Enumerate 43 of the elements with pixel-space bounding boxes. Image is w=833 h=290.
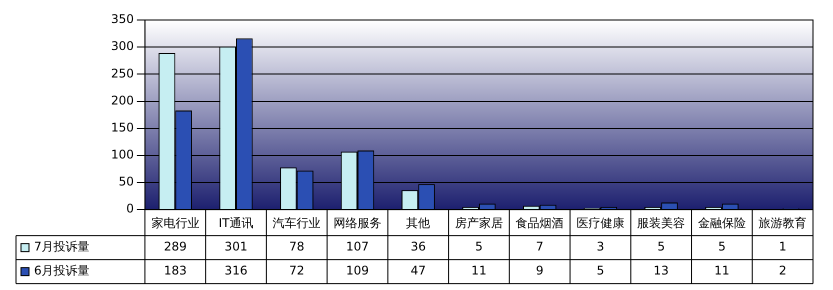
y-tick-label: 200 xyxy=(111,93,134,108)
y-tick-label: 350 xyxy=(111,12,134,26)
x-tick-label: 汽车行业 xyxy=(272,216,321,230)
x-tick-label: 其他 xyxy=(406,216,430,230)
y-tick-label: 100 xyxy=(111,148,134,162)
data-label: 47 xyxy=(410,264,426,278)
data-label: 316 xyxy=(224,264,248,278)
x-tick-label: 医疗健康 xyxy=(576,216,624,230)
data-label: 11 xyxy=(714,264,730,278)
y-tick-label: 0 xyxy=(126,202,134,216)
data-label: 36 xyxy=(410,240,426,254)
y-tick-label: 300 xyxy=(111,39,134,54)
data-label: 5 xyxy=(475,240,483,254)
data-label: 183 xyxy=(164,264,187,278)
data-label: 5 xyxy=(657,240,665,254)
data-label: 107 xyxy=(346,240,369,254)
x-tick-label: 服装美容 xyxy=(637,216,686,230)
data-label: 78 xyxy=(289,240,304,254)
y-tick-label: 50 xyxy=(118,174,134,189)
data-label: 7 xyxy=(536,240,544,254)
data-label: 3 xyxy=(596,240,604,254)
x-tick-label: 旅游教育 xyxy=(758,216,807,230)
legend-label: 6月投诉量 xyxy=(34,264,90,278)
data-label: 72 xyxy=(289,264,304,278)
data-label: 5 xyxy=(718,240,726,254)
data-label: 5 xyxy=(596,264,604,278)
data-label: 1 xyxy=(778,240,786,254)
x-tick-label: 金融保险 xyxy=(698,216,746,230)
x-tick-label: 家电行业 xyxy=(151,216,200,230)
data-label: 301 xyxy=(224,240,248,254)
data-label: 11 xyxy=(471,264,487,278)
x-tick-label: 网络服务 xyxy=(333,216,382,230)
data-label: 2 xyxy=(778,264,786,278)
data-label: 13 xyxy=(654,264,669,278)
x-tick-label: 食品烟酒 xyxy=(516,216,564,230)
data-label: 9 xyxy=(536,264,544,278)
legend-label: 7月投诉量 xyxy=(34,240,90,254)
x-tick-label: 房产家居 xyxy=(454,216,503,230)
data-label: 289 xyxy=(164,240,187,254)
data-label: 109 xyxy=(346,264,369,278)
y-tick-label: 150 xyxy=(111,120,134,134)
y-tick-label: 250 xyxy=(111,66,134,80)
x-tick-label: IT通讯 xyxy=(218,216,254,230)
